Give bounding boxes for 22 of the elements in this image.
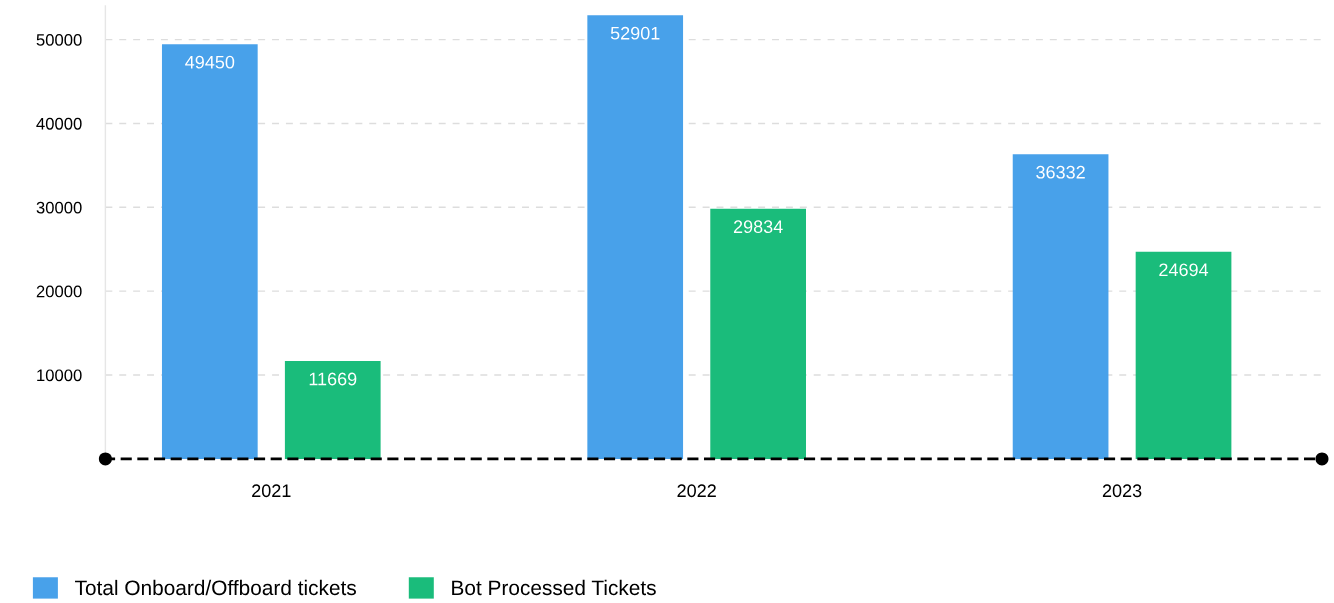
data-label: 24694	[1159, 263, 1209, 277]
bar	[1012, 154, 1109, 459]
bar	[161, 44, 258, 459]
x-tick-label: 2023	[1102, 484, 1142, 498]
y-tick-label: 40000	[36, 117, 82, 130]
bar	[1135, 251, 1232, 459]
y-tick-label: 30000	[36, 201, 82, 214]
bar	[284, 361, 381, 459]
data-label: 52901	[610, 26, 660, 40]
data-label: 11669	[309, 372, 357, 386]
y-tick-label: 20000	[36, 285, 82, 298]
data-label: 29834	[733, 220, 783, 234]
bar	[587, 15, 684, 459]
y-tick-label: 50000	[36, 33, 82, 46]
data-label: 49450	[185, 55, 235, 69]
y-tick-label: 10000	[37, 369, 82, 382]
x-tick-label: 2022	[677, 484, 716, 498]
legend-label: Total Onboard/Offboard tickets	[75, 579, 356, 596]
data-label: 36332	[1036, 165, 1085, 179]
legend-label: Bot Processed Tickets	[452, 579, 656, 596]
x-tick-label: 2021	[252, 484, 291, 498]
bar	[710, 208, 806, 459]
